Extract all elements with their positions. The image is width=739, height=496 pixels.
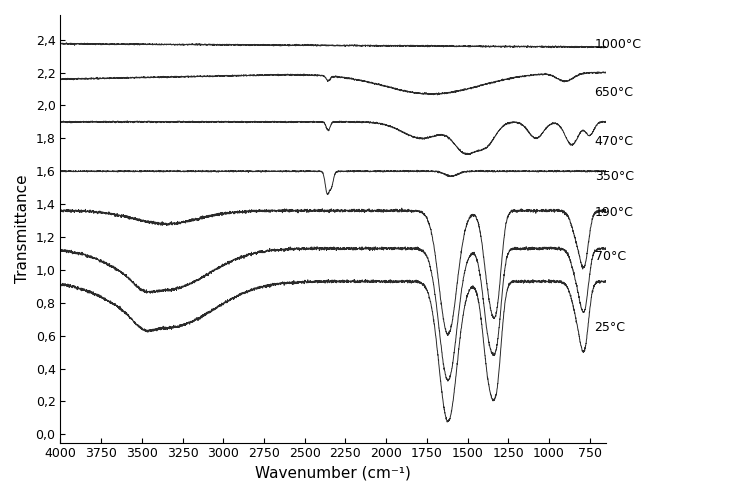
- Text: 470°C: 470°C: [595, 135, 633, 148]
- Text: 25°C: 25°C: [595, 321, 626, 334]
- Text: 1000°C: 1000°C: [595, 38, 641, 51]
- Y-axis label: Transmittance: Transmittance: [15, 175, 30, 283]
- Text: 650°C: 650°C: [595, 86, 633, 99]
- Text: 190°C: 190°C: [595, 206, 633, 219]
- X-axis label: Wavenumber (cm⁻¹): Wavenumber (cm⁻¹): [255, 466, 411, 481]
- Text: 350°C: 350°C: [595, 170, 633, 183]
- Text: 70°C: 70°C: [595, 250, 626, 263]
